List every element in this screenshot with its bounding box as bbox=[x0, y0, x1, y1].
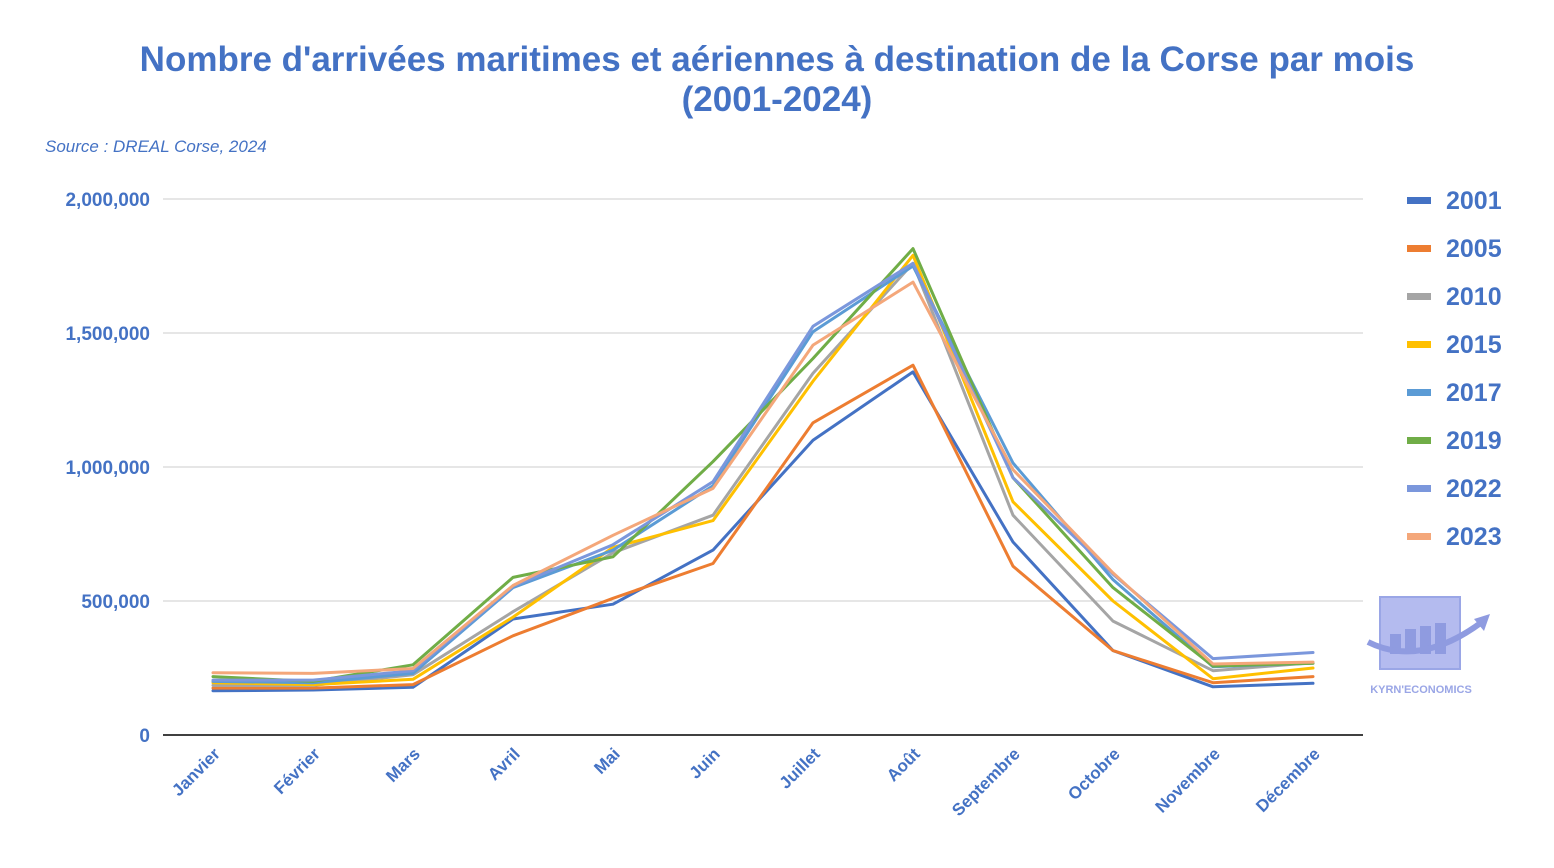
logo-bar bbox=[1405, 629, 1416, 654]
logo-bar bbox=[1390, 634, 1401, 654]
series-line-2001 bbox=[211, 370, 1315, 693]
kyrneconomics-logo: KYRN'ECONOMICS bbox=[1366, 596, 1490, 696]
legend-label-2005: 2005 bbox=[1446, 235, 1502, 263]
legend-swatch-2017 bbox=[1407, 389, 1431, 396]
x-tick-label: Septembre bbox=[948, 744, 1024, 820]
logo-bar bbox=[1435, 623, 1446, 654]
logo-arrow-head-icon bbox=[1474, 614, 1490, 631]
x-tick-label: Mai bbox=[590, 744, 623, 777]
x-tick-label: Décembre bbox=[1252, 744, 1324, 816]
legend-swatch-2010 bbox=[1407, 293, 1431, 300]
legend-label-2010: 2010 bbox=[1446, 283, 1502, 311]
chart-title: Nombre d'arrivées maritimes et aériennes… bbox=[0, 40, 1554, 120]
chart-title-line1: Nombre d'arrivées maritimes et aériennes… bbox=[139, 40, 1415, 79]
y-tick-label: 500,000 bbox=[81, 592, 150, 613]
logo-text: KYRN'ECONOMICS bbox=[1370, 684, 1472, 696]
x-tick-label: Avril bbox=[484, 744, 524, 784]
legend-label-2001: 2001 bbox=[1446, 187, 1502, 215]
legend-label-2015: 2015 bbox=[1446, 331, 1502, 359]
x-tick-label: Janvier bbox=[168, 744, 224, 800]
x-axis-ticks: Janvier Février Mars Avril Mai Juin Juillet Aoû… bbox=[168, 744, 1324, 820]
series-line-2019 bbox=[211, 247, 1315, 683]
legend-label-2023: 2023 bbox=[1446, 523, 1502, 551]
legend-label-2017: 2017 bbox=[1446, 379, 1502, 407]
y-tick-label: 2,000,000 bbox=[65, 190, 150, 211]
legend-swatch-2001 bbox=[1407, 197, 1431, 204]
chart-source: Source : DREAL Corse, 2024 bbox=[45, 137, 267, 156]
x-tick-label: Octobre bbox=[1064, 744, 1124, 804]
series-line-2022 bbox=[211, 261, 1315, 682]
x-tick-label: Juillet bbox=[776, 744, 824, 792]
x-tick-label: Novembre bbox=[1152, 744, 1224, 816]
legend-label-2019: 2019 bbox=[1446, 427, 1502, 455]
logo-bar bbox=[1420, 626, 1431, 654]
logo-trend-arrow bbox=[1366, 619, 1484, 655]
legend-swatch-2019 bbox=[1407, 437, 1431, 444]
grid bbox=[163, 198, 1363, 736]
y-tick-label: 1,500,000 bbox=[65, 324, 150, 345]
x-tick-label: Août bbox=[883, 744, 924, 785]
legend-swatch-2023 bbox=[1407, 533, 1431, 540]
series-line-2017 bbox=[211, 264, 1315, 685]
x-tick-label: Février bbox=[270, 744, 324, 798]
chart-title-line2: (2001-2024) bbox=[681, 80, 873, 119]
y-tick-label: 1,000,000 bbox=[65, 458, 150, 479]
series-lines bbox=[211, 247, 1315, 693]
series-line-2015 bbox=[211, 253, 1315, 687]
legend-label-2022: 2022 bbox=[1446, 475, 1502, 503]
series-line-2005 bbox=[211, 363, 1315, 690]
y-tick-label: 0 bbox=[139, 726, 150, 747]
y-axis-ticks: 0 500,000 1,000,000 1,500,000 2,000,000 bbox=[65, 190, 150, 747]
legend-swatch-2005 bbox=[1407, 245, 1431, 252]
series-line-2010 bbox=[211, 261, 1315, 687]
legend-swatch-2022 bbox=[1407, 485, 1431, 492]
x-tick-label: Mars bbox=[382, 744, 423, 785]
legend: 2001 2005 2010 2015 2017 2019 2022 2023 bbox=[1407, 187, 1502, 551]
legend-swatch-2015 bbox=[1407, 341, 1431, 348]
x-tick-label: Juin bbox=[686, 744, 724, 782]
series-line-2023 bbox=[211, 280, 1315, 675]
